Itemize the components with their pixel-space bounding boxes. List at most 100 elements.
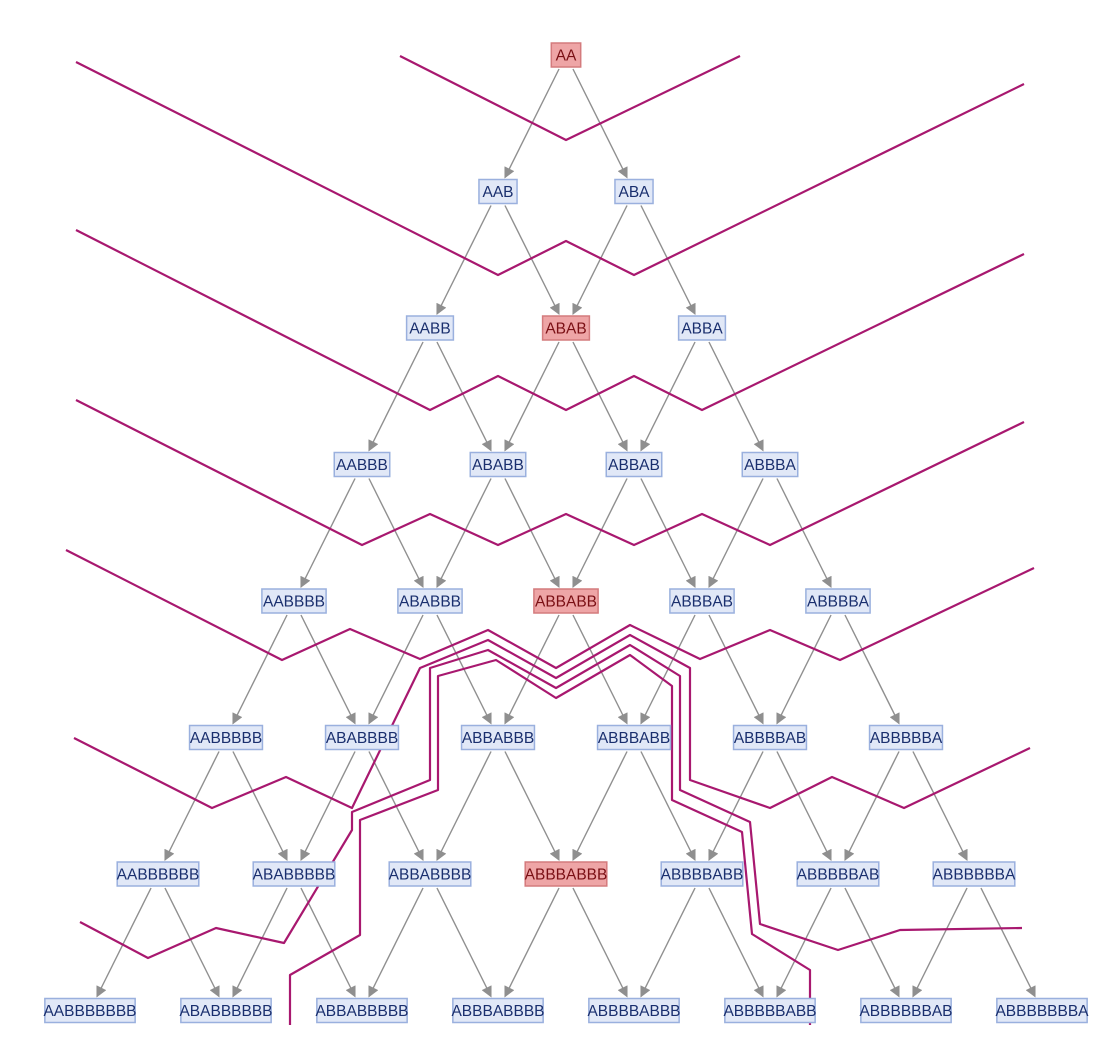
edge-ABBBBA-to-ABBBBBA bbox=[844, 614, 900, 725]
foliation-line-8 bbox=[288, 653, 812, 1025]
node-box bbox=[324, 724, 400, 751]
node-ABA: ABA bbox=[614, 178, 654, 205]
node-ABBBBBBAB: ABBBBBBAB bbox=[859, 997, 953, 1024]
edge-ABBBABBB-to-ABBBBABBB bbox=[572, 887, 628, 998]
node-AABBBBBBB: AABBBBBBB bbox=[43, 997, 137, 1024]
node-ABBABB-highlighted: ABBABB bbox=[533, 588, 599, 614]
node-box bbox=[261, 588, 327, 614]
node-ABABBB: ABABBB bbox=[397, 588, 463, 614]
edge-ABABB-to-ABABBB bbox=[436, 478, 492, 588]
edge-ABBA-to-ABBAB bbox=[640, 341, 696, 452]
node-ABBBBAB: ABBBBAB bbox=[732, 724, 808, 751]
edge-ABBABBB-to-ABBBABBB bbox=[504, 751, 560, 861]
edge-ABAB-to-ABBAB bbox=[572, 341, 628, 452]
edge-ABABBBBB-to-ABABBBBBB bbox=[232, 887, 288, 998]
edge-ABBABBBB-to-ABBABBBBB bbox=[368, 887, 424, 998]
node-box bbox=[44, 997, 136, 1024]
edge-ABBABBBB-to-ABBBABBBB bbox=[436, 887, 492, 998]
foliation-line-5 bbox=[65, 549, 1035, 670]
node-ABBBBBBA: ABBBBBBA bbox=[932, 861, 1016, 887]
edge-ABBAB-to-ABBBAB bbox=[640, 478, 696, 588]
edge-ABABB-to-ABBABB bbox=[504, 478, 560, 588]
foliation-line-7 bbox=[79, 643, 1023, 960]
node-box bbox=[724, 997, 816, 1024]
node-box bbox=[741, 451, 799, 478]
node-label: ABABBBBB bbox=[253, 867, 336, 884]
node-box bbox=[541, 315, 591, 341]
node-label: AA bbox=[556, 48, 577, 65]
node-label: ABBBBABBB bbox=[587, 1003, 680, 1020]
node-label: ABBAB bbox=[608, 457, 660, 474]
node-label: AABBBBBBB bbox=[43, 1003, 136, 1020]
node-label: AABBBBB bbox=[190, 730, 262, 747]
edge-ABBBBABB-to-ABBBBBABB bbox=[708, 887, 764, 998]
node-label: ABBBBBABB bbox=[723, 1003, 816, 1020]
node-box bbox=[452, 997, 544, 1024]
edge-ABBBA-to-ABBBBA bbox=[776, 478, 832, 588]
node-ABBAB: ABBAB bbox=[605, 451, 663, 478]
node-ABBBA: ABBBA bbox=[741, 451, 799, 478]
foliation-line-4 bbox=[75, 399, 1025, 547]
node-box bbox=[316, 997, 408, 1024]
edge-AABBBBB-to-ABABBBBB bbox=[232, 751, 288, 861]
node-label: ABABBBB bbox=[326, 730, 398, 747]
node-label: ABBBBBBAB bbox=[859, 1003, 952, 1020]
node-box bbox=[533, 588, 599, 614]
edge-ABBBBBA-to-ABBBBBBA bbox=[912, 751, 968, 861]
node-box bbox=[388, 861, 472, 887]
node-ABBBBBA: ABBBBBA bbox=[868, 724, 944, 751]
edge-ABA-to-ABAB bbox=[572, 205, 628, 315]
node-label: ABABB bbox=[472, 457, 524, 474]
node-label: ABBBBAB bbox=[734, 730, 806, 747]
node-box bbox=[614, 178, 654, 205]
node-label: ABBBAB bbox=[671, 594, 733, 611]
node-ABBBBBABB: ABBBBBABB bbox=[723, 997, 817, 1024]
node-box bbox=[588, 997, 680, 1024]
node-box bbox=[932, 861, 1016, 887]
edge-ABBBA-to-ABBBAB bbox=[708, 478, 764, 588]
node-label: ABABBBBBB bbox=[179, 1003, 272, 1020]
node-box bbox=[405, 315, 455, 341]
node-box bbox=[596, 724, 672, 751]
edge-ABBA-to-ABBBA bbox=[708, 341, 764, 452]
edge-ABBBBABB-to-ABBBBABBB bbox=[640, 887, 696, 998]
node-AAB: AAB bbox=[478, 178, 518, 205]
node-ABABB: ABABB bbox=[469, 451, 527, 478]
edge-ABBBABB-to-ABBBBABB bbox=[640, 751, 696, 861]
node-label: ABBBBA bbox=[807, 594, 870, 611]
edge-ABBBBA-to-ABBBBAB bbox=[776, 614, 832, 725]
node-AABBBBBB: AABBBBBB bbox=[116, 861, 200, 887]
node-box bbox=[188, 724, 264, 751]
edge-AABBBB-to-ABABBBB bbox=[300, 614, 356, 725]
node-box bbox=[116, 861, 200, 887]
edge-AABBB-to-AABBBB bbox=[300, 478, 356, 588]
node-AABBBBB: AABBBBB bbox=[188, 724, 264, 751]
node-label: ABBABBB bbox=[462, 730, 534, 747]
node-label: ABA bbox=[618, 184, 650, 201]
node-label: ABBBBBBBA bbox=[995, 1003, 1089, 1020]
node-box bbox=[660, 861, 744, 887]
edge-AABBBB-to-AABBBBB bbox=[232, 614, 288, 725]
node-label: ABBABB bbox=[535, 594, 597, 611]
edge-ABBABB-to-ABBABBB bbox=[504, 614, 560, 725]
node-label: ABBABBBBB bbox=[315, 1003, 408, 1020]
edge-ABA-to-ABBA bbox=[640, 205, 696, 315]
node-ABBABBBBB: ABBABBBBB bbox=[315, 997, 409, 1024]
node-ABBBBABBB: ABBBBABBB bbox=[587, 997, 681, 1024]
node-ABABBBBBB: ABABBBBBB bbox=[179, 997, 273, 1024]
edge-ABBABB-to-ABBBABB bbox=[572, 614, 628, 725]
node-box bbox=[469, 451, 527, 478]
edge-AABBB-to-ABABBB bbox=[368, 478, 424, 588]
foliation-line-2 bbox=[75, 61, 1025, 277]
node-box bbox=[605, 451, 663, 478]
node-label: ABBBBBAB bbox=[797, 867, 880, 884]
edge-ABBBABB-to-ABBBABBB bbox=[572, 751, 628, 861]
edge-AABBBBB-to-AABBBBBB bbox=[164, 751, 220, 861]
edge-AABB-to-AABBB bbox=[368, 341, 424, 452]
node-ABBABBB: ABBABBB bbox=[460, 724, 536, 751]
node-label: ABBA bbox=[681, 321, 723, 338]
edge-ABABBB-to-ABABBBB bbox=[368, 614, 424, 725]
node-label: ABBBBBBA bbox=[933, 867, 1016, 884]
edge-ABBBBBAB-to-ABBBBBBAB bbox=[844, 887, 900, 998]
node-ABBBBBAB: ABBBBBAB bbox=[796, 861, 880, 887]
